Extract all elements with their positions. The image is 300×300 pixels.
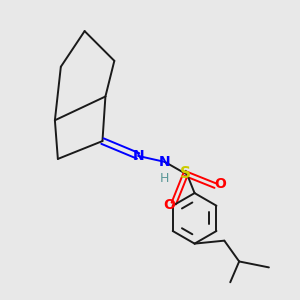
- Text: S: S: [180, 166, 191, 181]
- Text: N: N: [159, 155, 171, 169]
- Text: N: N: [132, 149, 144, 163]
- Text: O: O: [214, 177, 226, 191]
- Text: O: O: [164, 198, 175, 212]
- Text: H: H: [160, 172, 170, 185]
